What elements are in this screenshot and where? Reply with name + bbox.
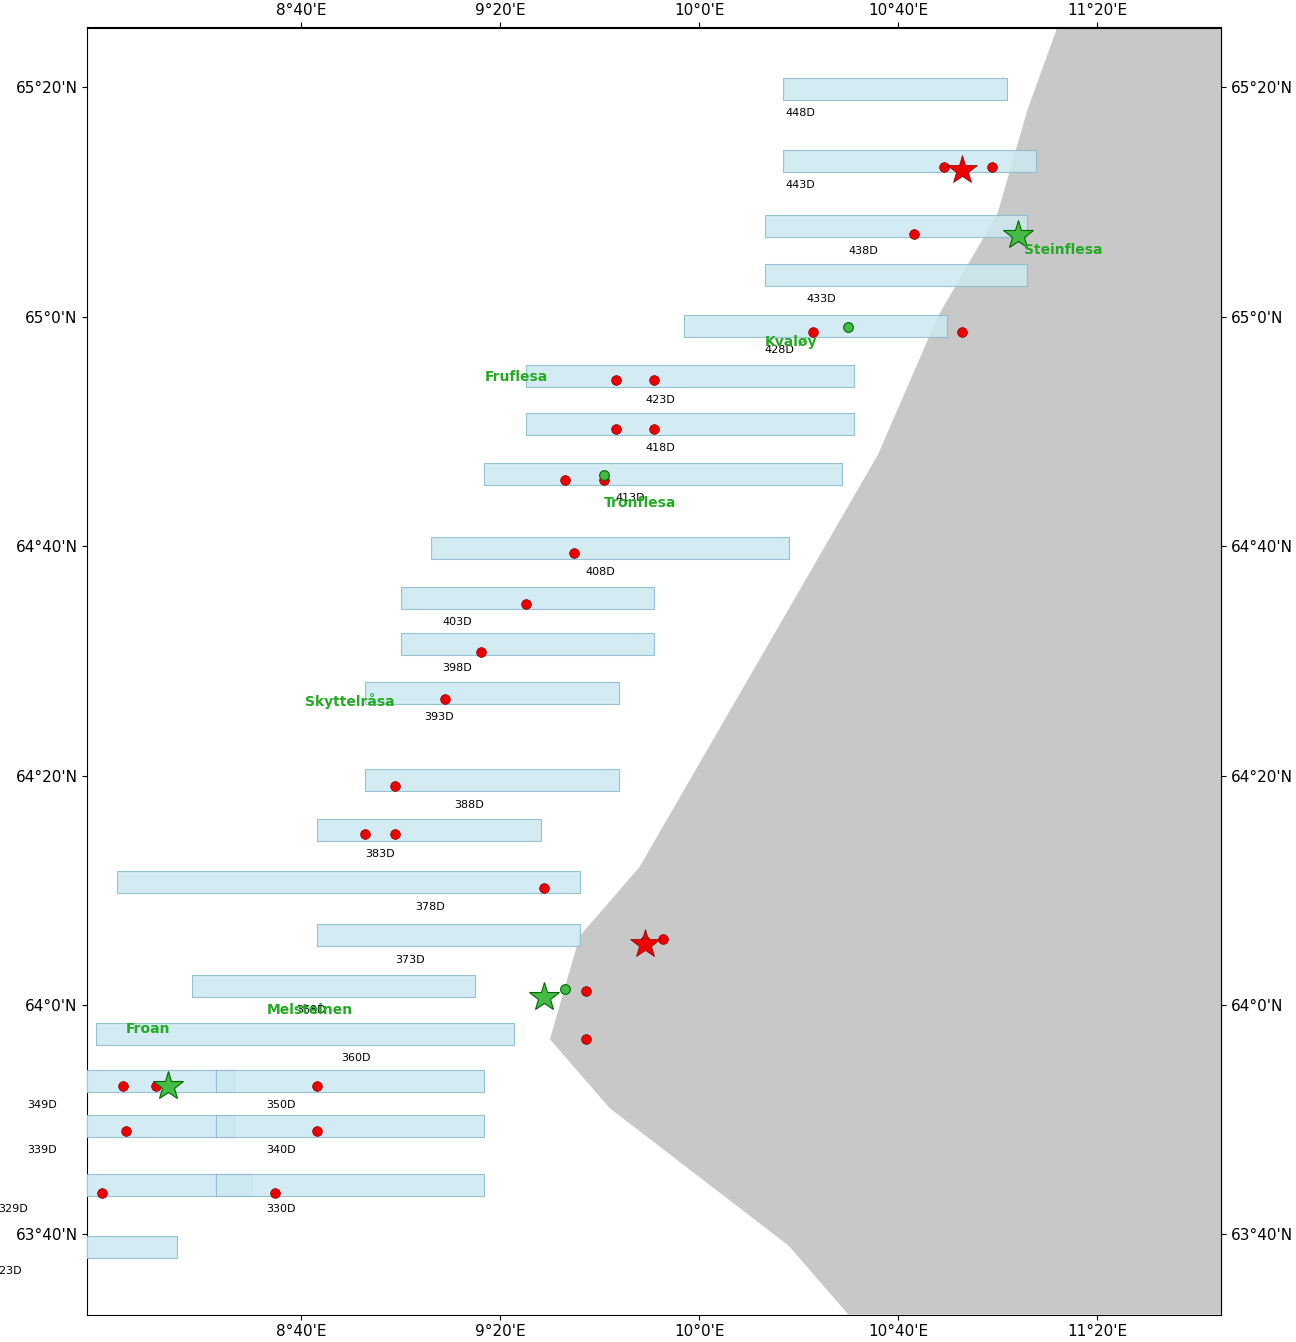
- Text: 398D: 398D: [442, 663, 472, 674]
- Text: 349D: 349D: [27, 1100, 57, 1110]
- Bar: [526, 365, 854, 386]
- Text: 418D: 418D: [645, 443, 675, 454]
- Bar: [215, 1174, 485, 1196]
- Text: 428D: 428D: [765, 345, 794, 356]
- Text: 448D: 448D: [785, 107, 815, 118]
- Text: Skyttelråsa: Skyttelråsa: [306, 692, 395, 709]
- Bar: [783, 150, 1037, 172]
- Bar: [318, 925, 579, 946]
- Text: 340D: 340D: [267, 1145, 295, 1155]
- Text: 413D: 413D: [616, 494, 645, 503]
- Text: Kvaløy: Kvaløy: [765, 336, 818, 349]
- Text: 423D: 423D: [645, 395, 675, 405]
- Text: Steinflesa: Steinflesa: [1024, 243, 1103, 256]
- Text: 373D: 373D: [395, 954, 424, 965]
- Text: 378D: 378D: [416, 902, 446, 911]
- Text: Fruflesa: Fruflesa: [485, 370, 547, 384]
- Text: 350D: 350D: [267, 1100, 295, 1110]
- Bar: [0, 1236, 176, 1257]
- Text: 339D: 339D: [27, 1145, 57, 1155]
- Text: Melsteinen: Melsteinen: [267, 1002, 353, 1017]
- Text: 403D: 403D: [442, 617, 472, 627]
- Text: 438D: 438D: [849, 246, 879, 256]
- Bar: [18, 1115, 233, 1137]
- Text: 443D: 443D: [785, 180, 815, 191]
- Bar: [18, 1070, 233, 1092]
- Bar: [117, 871, 579, 894]
- Bar: [485, 463, 842, 486]
- Text: Tronflesa: Tronflesa: [604, 495, 677, 510]
- Text: 368D: 368D: [297, 1005, 325, 1015]
- Text: 408D: 408D: [586, 568, 616, 577]
- Text: 360D: 360D: [341, 1053, 371, 1063]
- Text: 433D: 433D: [806, 294, 836, 303]
- Bar: [765, 215, 1028, 238]
- Bar: [215, 1070, 485, 1092]
- Polygon shape: [550, 27, 1221, 1315]
- Bar: [684, 315, 947, 337]
- Bar: [400, 633, 654, 655]
- Bar: [526, 413, 854, 435]
- Bar: [365, 769, 618, 792]
- Text: Froan: Froan: [126, 1023, 171, 1036]
- Bar: [215, 1115, 485, 1137]
- Bar: [96, 1023, 515, 1044]
- Text: 393D: 393D: [425, 713, 454, 722]
- Bar: [318, 819, 540, 841]
- Text: 330D: 330D: [267, 1204, 295, 1215]
- Text: 388D: 388D: [455, 800, 485, 809]
- Bar: [0, 1174, 251, 1196]
- Bar: [365, 682, 618, 705]
- Bar: [400, 586, 654, 609]
- Bar: [192, 974, 476, 997]
- Text: 323D: 323D: [0, 1267, 22, 1276]
- Bar: [430, 537, 789, 558]
- Bar: [765, 263, 1028, 286]
- Text: 383D: 383D: [365, 849, 394, 859]
- Text: 329D: 329D: [0, 1204, 27, 1215]
- Bar: [783, 78, 1007, 99]
